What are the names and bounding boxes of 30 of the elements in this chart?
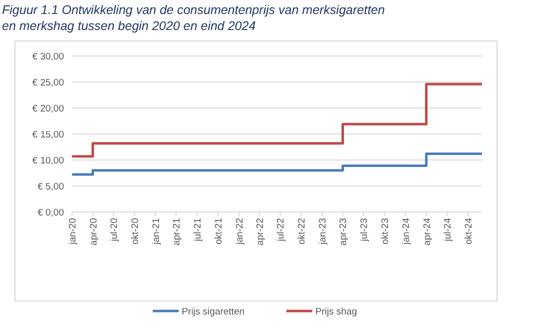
y-tick-label: € 30,00 xyxy=(32,52,64,62)
x-tick-label: jul-21 xyxy=(192,218,204,242)
x-tick-label: jan-22 xyxy=(234,218,246,246)
legend-label: Prijs sigaretten xyxy=(182,306,245,318)
x-tick-label: apr-23 xyxy=(338,218,350,246)
y-tick-label: € 15,00 xyxy=(32,130,64,140)
y-tick-label: € 10,00 xyxy=(32,156,64,166)
y-tick-label: € 5,00 xyxy=(38,182,64,192)
x-tick-label: okt-20 xyxy=(130,218,142,244)
x-tick-label: okt-24 xyxy=(464,218,475,244)
y-tick-label: € 20,00 xyxy=(32,104,64,114)
x-tick-label: apr-24 xyxy=(422,218,433,246)
x-tick-label: jan-20 xyxy=(68,218,78,246)
x-tick-label: jul-20 xyxy=(109,218,120,242)
x-tick-label: apr-21 xyxy=(172,218,183,246)
legend-label: Prijs shag xyxy=(315,306,358,318)
x-tick-label: okt-23 xyxy=(380,218,392,244)
y-tick-label: € 0,00 xyxy=(38,208,64,218)
x-tick-label: jul-22 xyxy=(276,218,287,242)
x-tick-label: jan-24 xyxy=(401,218,412,246)
x-tick-label: jul-24 xyxy=(442,218,454,242)
y-tick-label: € 25,00 xyxy=(32,78,64,88)
x-tick-label: jan-21 xyxy=(151,218,162,246)
chart-title: Figuur 1.1 Ontwikkeling van de consumentenprijs van merksigaretten en merkshag tussen begin 2020 en eind 2024 xyxy=(2,3,385,33)
x-tick-label: okt-22 xyxy=(296,218,308,244)
x-tick-label: apr-22 xyxy=(254,218,266,246)
x-tick-label: okt-21 xyxy=(213,218,224,244)
x-tick-label: jan-23 xyxy=(318,218,329,246)
x-tick-label: apr-20 xyxy=(88,218,100,246)
x-tick-label: jul-23 xyxy=(359,218,370,242)
